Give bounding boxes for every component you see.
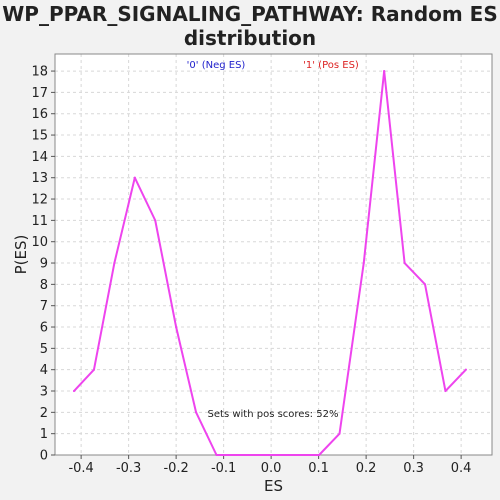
y-tick-label: 6 bbox=[40, 321, 48, 336]
y-tick-label: 1 bbox=[40, 427, 48, 442]
y-tick-label: 15 bbox=[31, 129, 48, 144]
data-point bbox=[464, 368, 467, 371]
y-axis-title: P(ES) bbox=[12, 235, 30, 275]
x-tick-label: -0.1 bbox=[211, 461, 236, 476]
data-point bbox=[133, 176, 136, 179]
series-segment bbox=[403, 262, 427, 286]
chart-title: WP_PPAR_SIGNALING_PATHWAY: Random ES dis… bbox=[2, 2, 498, 50]
data-point bbox=[235, 454, 238, 456]
y-tick-label: 7 bbox=[40, 299, 48, 314]
data-point bbox=[154, 219, 157, 222]
series-segment bbox=[92, 262, 116, 371]
series-segment bbox=[318, 432, 341, 456]
data-point bbox=[297, 454, 300, 456]
y-tick-label: 12 bbox=[31, 193, 48, 208]
y-tick-label: 5 bbox=[40, 342, 48, 357]
y-tick-label: 14 bbox=[31, 150, 48, 165]
data-point bbox=[256, 454, 259, 456]
x-tick-label: 0.1 bbox=[308, 461, 329, 476]
x-tick-label: 0.0 bbox=[261, 461, 282, 476]
y-tick-label: 16 bbox=[31, 107, 48, 122]
data-point bbox=[318, 454, 321, 456]
y-tick-label: 3 bbox=[40, 385, 48, 400]
data-point bbox=[215, 454, 218, 456]
y-tick-label: 4 bbox=[40, 363, 48, 378]
y-tick-label: 2 bbox=[40, 406, 48, 421]
data-point bbox=[444, 390, 447, 393]
data-point bbox=[403, 262, 406, 265]
series-segment bbox=[113, 176, 136, 265]
data-point bbox=[338, 432, 341, 435]
annotation-text: Sets with pos scores: 52% bbox=[208, 409, 339, 420]
series-segment bbox=[383, 70, 406, 265]
y-tick-label: 13 bbox=[31, 171, 48, 186]
series-segment bbox=[154, 219, 178, 329]
data-point bbox=[113, 262, 116, 265]
series-segment bbox=[424, 283, 447, 393]
legend-entry: '0' (Neg ES) bbox=[187, 60, 246, 71]
y-tick-label: 10 bbox=[31, 235, 48, 250]
data-point bbox=[195, 411, 198, 414]
data-point bbox=[73, 390, 75, 393]
x-tick-label: -0.4 bbox=[68, 461, 93, 476]
data-point bbox=[362, 262, 365, 265]
data-point bbox=[277, 454, 280, 456]
x-tick-label: 0.2 bbox=[356, 461, 377, 476]
series-segment bbox=[73, 368, 95, 393]
y-tick-label: 11 bbox=[31, 214, 48, 229]
legend-entry: '1' (Pos ES) bbox=[303, 60, 359, 71]
x-tick-label: 0.4 bbox=[451, 461, 472, 476]
plot-area bbox=[55, 54, 492, 455]
series-segment bbox=[444, 368, 467, 393]
series-segment bbox=[175, 326, 198, 414]
y-tick-label: 9 bbox=[40, 257, 48, 272]
x-tick-label: -0.2 bbox=[163, 461, 188, 476]
series-segment bbox=[133, 176, 157, 222]
y-tick-label: 0 bbox=[40, 449, 48, 464]
x-tick-label: 0.3 bbox=[403, 461, 424, 476]
x-tick-label: -0.3 bbox=[116, 461, 141, 476]
data-point bbox=[175, 326, 178, 329]
data-point bbox=[92, 368, 95, 371]
series-segment bbox=[362, 70, 386, 265]
x-axis-title: ES bbox=[264, 477, 283, 495]
data-point bbox=[383, 70, 386, 73]
data-point bbox=[424, 283, 427, 286]
y-tick-label: 18 bbox=[31, 65, 48, 80]
y-tick-label: 17 bbox=[31, 86, 48, 101]
series-segment bbox=[338, 262, 365, 435]
y-tick-label: 8 bbox=[40, 278, 48, 293]
series-segment bbox=[195, 411, 218, 456]
